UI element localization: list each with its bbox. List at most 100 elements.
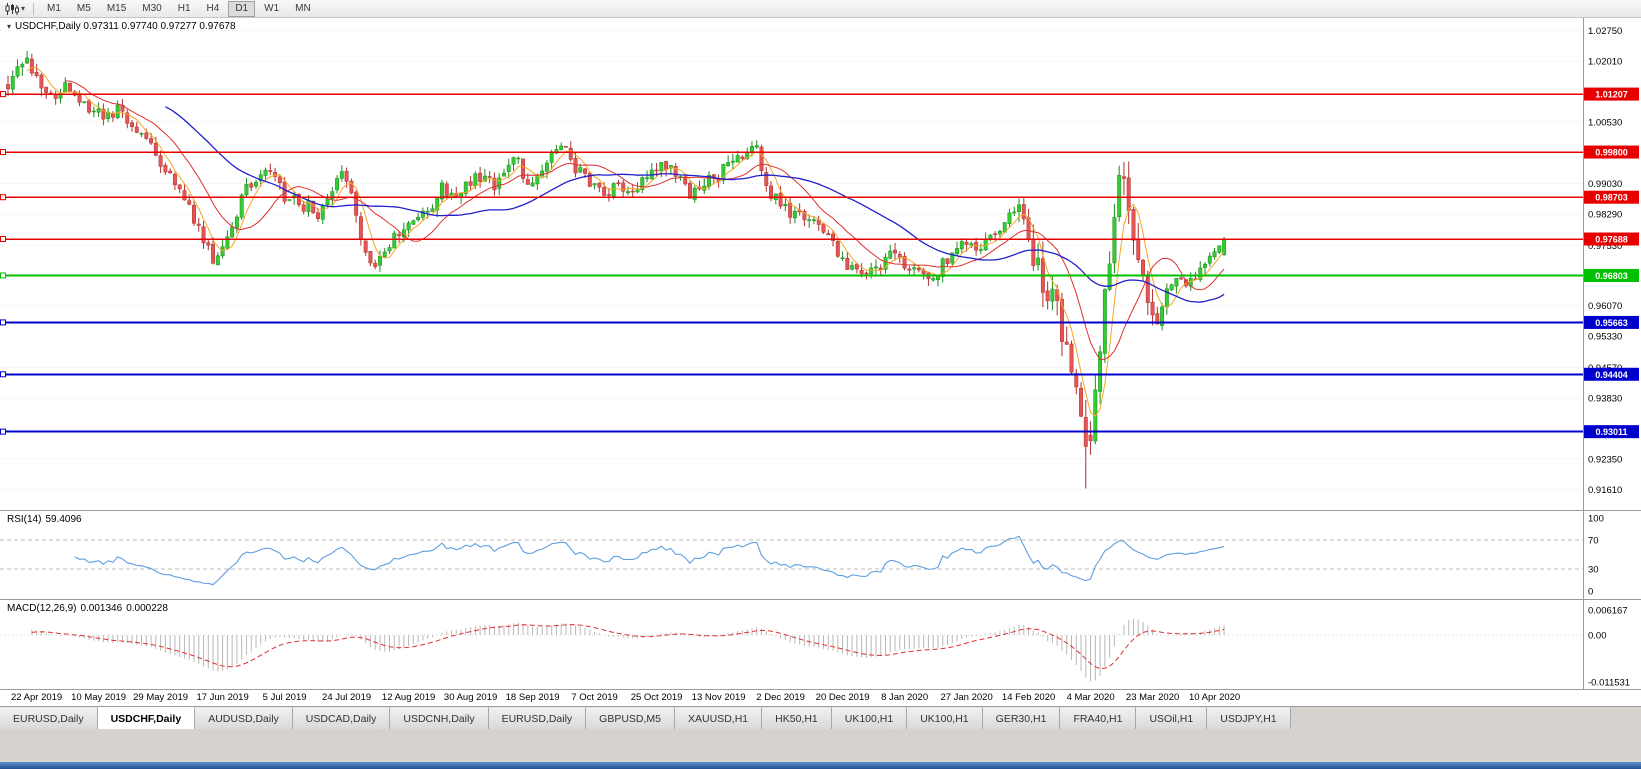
- candle-body: [153, 143, 158, 156]
- candle-body: [201, 226, 206, 244]
- chart-tab-usdjpy-h1[interactable]: USDJPY,H1: [1207, 707, 1291, 729]
- timeframe-button-m15[interactable]: M15: [100, 1, 133, 17]
- level-handle[interactable]: [0, 272, 6, 279]
- price-level-tag[interactable]: [1584, 87, 1639, 101]
- date-label: 20 Dec 2019: [815, 692, 870, 703]
- timeframe-button-h1[interactable]: H1: [171, 1, 198, 17]
- candle-body: [835, 241, 840, 257]
- chart-tab-ger30-h1[interactable]: GER30,H1: [982, 707, 1061, 729]
- price-tick-label: 1.00530: [1588, 117, 1622, 128]
- price-level-tag[interactable]: [1584, 232, 1639, 246]
- candlestick-series: [6, 50, 1227, 489]
- price-level-tag[interactable]: [1584, 190, 1639, 204]
- level-handle[interactable]: [0, 194, 6, 201]
- candle-body: [597, 182, 602, 188]
- level-handle[interactable]: [0, 236, 6, 243]
- candle-body: [430, 208, 435, 212]
- date-label: 24 Jul 2019: [322, 692, 372, 703]
- price-level-tag[interactable]: [1584, 367, 1639, 381]
- candle-body: [268, 170, 273, 172]
- timeframe-button-w1[interactable]: W1: [257, 1, 286, 17]
- macd-scale-label: 0.006167: [1588, 606, 1628, 617]
- candle-body: [1145, 276, 1150, 304]
- candle-body: [740, 156, 745, 159]
- chart-tab-fra40-h1[interactable]: FRA40,H1: [1060, 707, 1137, 729]
- chart-tab-usdcad-daily[interactable]: USDCAD,Daily: [292, 707, 391, 729]
- price-level-tag-label: 0.99800: [1595, 148, 1628, 158]
- price-level-tag[interactable]: [1584, 425, 1639, 439]
- chart-tab-uk100-h1[interactable]: UK100,H1: [907, 707, 983, 729]
- level-handle[interactable]: [0, 149, 6, 156]
- timeframe-button-mn[interactable]: MN: [288, 1, 318, 17]
- candle-body: [234, 216, 239, 229]
- chart-tab-usdcnh-daily[interactable]: USDCNH,Daily: [390, 707, 489, 729]
- level-handle[interactable]: [0, 319, 6, 326]
- macd-histogram: [31, 618, 1225, 682]
- candle-body: [1150, 301, 1155, 316]
- candle-body: [158, 155, 163, 167]
- candle-body: [859, 269, 864, 275]
- rsi-chart-canvas[interactable]: 100 70 30 0: [0, 511, 1641, 599]
- level-handle[interactable]: [0, 371, 6, 378]
- candle-body: [1036, 257, 1041, 266]
- candle-body: [831, 233, 835, 241]
- chart-tab-gbpusd-m5[interactable]: GBPUSD,M5: [586, 707, 676, 729]
- timeframe-button-m5[interactable]: M5: [70, 1, 98, 17]
- price-tick-label: 0.98290: [1588, 210, 1622, 221]
- macd-indicator-name: MACD(12,26,9): [7, 603, 77, 614]
- candle-body: [411, 220, 416, 225]
- candle-body: [783, 203, 788, 207]
- candle-body: [544, 162, 549, 172]
- main-chart-canvas[interactable]: 1.02750 1.02010 1.00530 0.99030 0.98290 0.975…: [0, 18, 1641, 510]
- chart-type-icon[interactable]: [4, 2, 20, 15]
- chart-type-dropdown-icon[interactable]: ▾: [21, 4, 26, 13]
- candle-body: [339, 171, 344, 179]
- candle-body: [502, 172, 506, 177]
- candle-body: [621, 182, 626, 192]
- macd-chart-canvas[interactable]: 0.006167 0.00 -0.011531: [0, 600, 1641, 689]
- candle-body: [77, 94, 82, 103]
- candle-body: [530, 182, 535, 187]
- candle-body: [215, 255, 220, 266]
- chart-tab-xauusd-h1[interactable]: XAUUSD,H1: [675, 707, 763, 729]
- level-handle[interactable]: [0, 428, 6, 435]
- candle-body: [559, 145, 564, 150]
- timeframe-button-h4[interactable]: H4: [200, 1, 227, 17]
- candle-body: [635, 188, 640, 193]
- candle-body: [68, 83, 72, 92]
- chart-tab-eurusd-daily[interactable]: EURUSD,Daily: [0, 707, 98, 729]
- chart-tab-audusd-daily[interactable]: AUDUSD,Daily: [195, 707, 293, 729]
- candle-body: [1074, 373, 1079, 388]
- level-handle[interactable]: [0, 91, 6, 98]
- candle-body: [425, 210, 430, 213]
- candle-body: [692, 187, 697, 200]
- price-tick-label: 0.92350: [1588, 454, 1622, 465]
- candle-body: [139, 133, 144, 135]
- price-level-tag-label: 1.01207: [1595, 90, 1628, 100]
- price-level-tag[interactable]: [1584, 268, 1639, 282]
- timeframe-button-m1[interactable]: M1: [40, 1, 68, 17]
- price-level-tag[interactable]: [1584, 315, 1639, 329]
- chart-tab-usdchf-daily[interactable]: USDCHF,Daily: [97, 707, 196, 729]
- chart-tab-uk100-h1[interactable]: UK100,H1: [831, 707, 908, 729]
- candle-body: [468, 181, 473, 186]
- chart-tab-bar: EURUSD,Daily USDCHF,Daily AUDUSD,Daily USDC…: [0, 706, 1641, 729]
- chart-tab-usoil-h1[interactable]: USOil,H1: [1136, 707, 1208, 729]
- chart-tab-eurusd-daily[interactable]: EURUSD,Daily: [488, 707, 587, 729]
- candle-body: [463, 181, 468, 194]
- macd-scale-label: -0.011531: [1588, 678, 1630, 689]
- candle-body: [640, 177, 645, 190]
- rsi-scale-label: 100: [1588, 514, 1604, 525]
- timeframe-button-m30[interactable]: M30: [135, 1, 168, 17]
- chart-collapse-icon[interactable]: ▾: [7, 22, 12, 31]
- candle-body: [888, 250, 893, 259]
- candle-body: [1217, 245, 1222, 253]
- candle-body: [1121, 176, 1126, 179]
- date-axis[interactable]: 22 Apr 2019 10 May 2019 29 May 2019 17 Jun …: [0, 689, 1641, 706]
- timeframe-button-d1[interactable]: D1: [228, 0, 256, 17]
- candle-body: [134, 126, 139, 133]
- price-level-tag-label: 0.97688: [1595, 235, 1628, 245]
- candle-body: [668, 165, 673, 169]
- chart-tab-hk50-h1[interactable]: HK50,H1: [762, 707, 832, 729]
- price-level-tag[interactable]: [1584, 145, 1639, 159]
